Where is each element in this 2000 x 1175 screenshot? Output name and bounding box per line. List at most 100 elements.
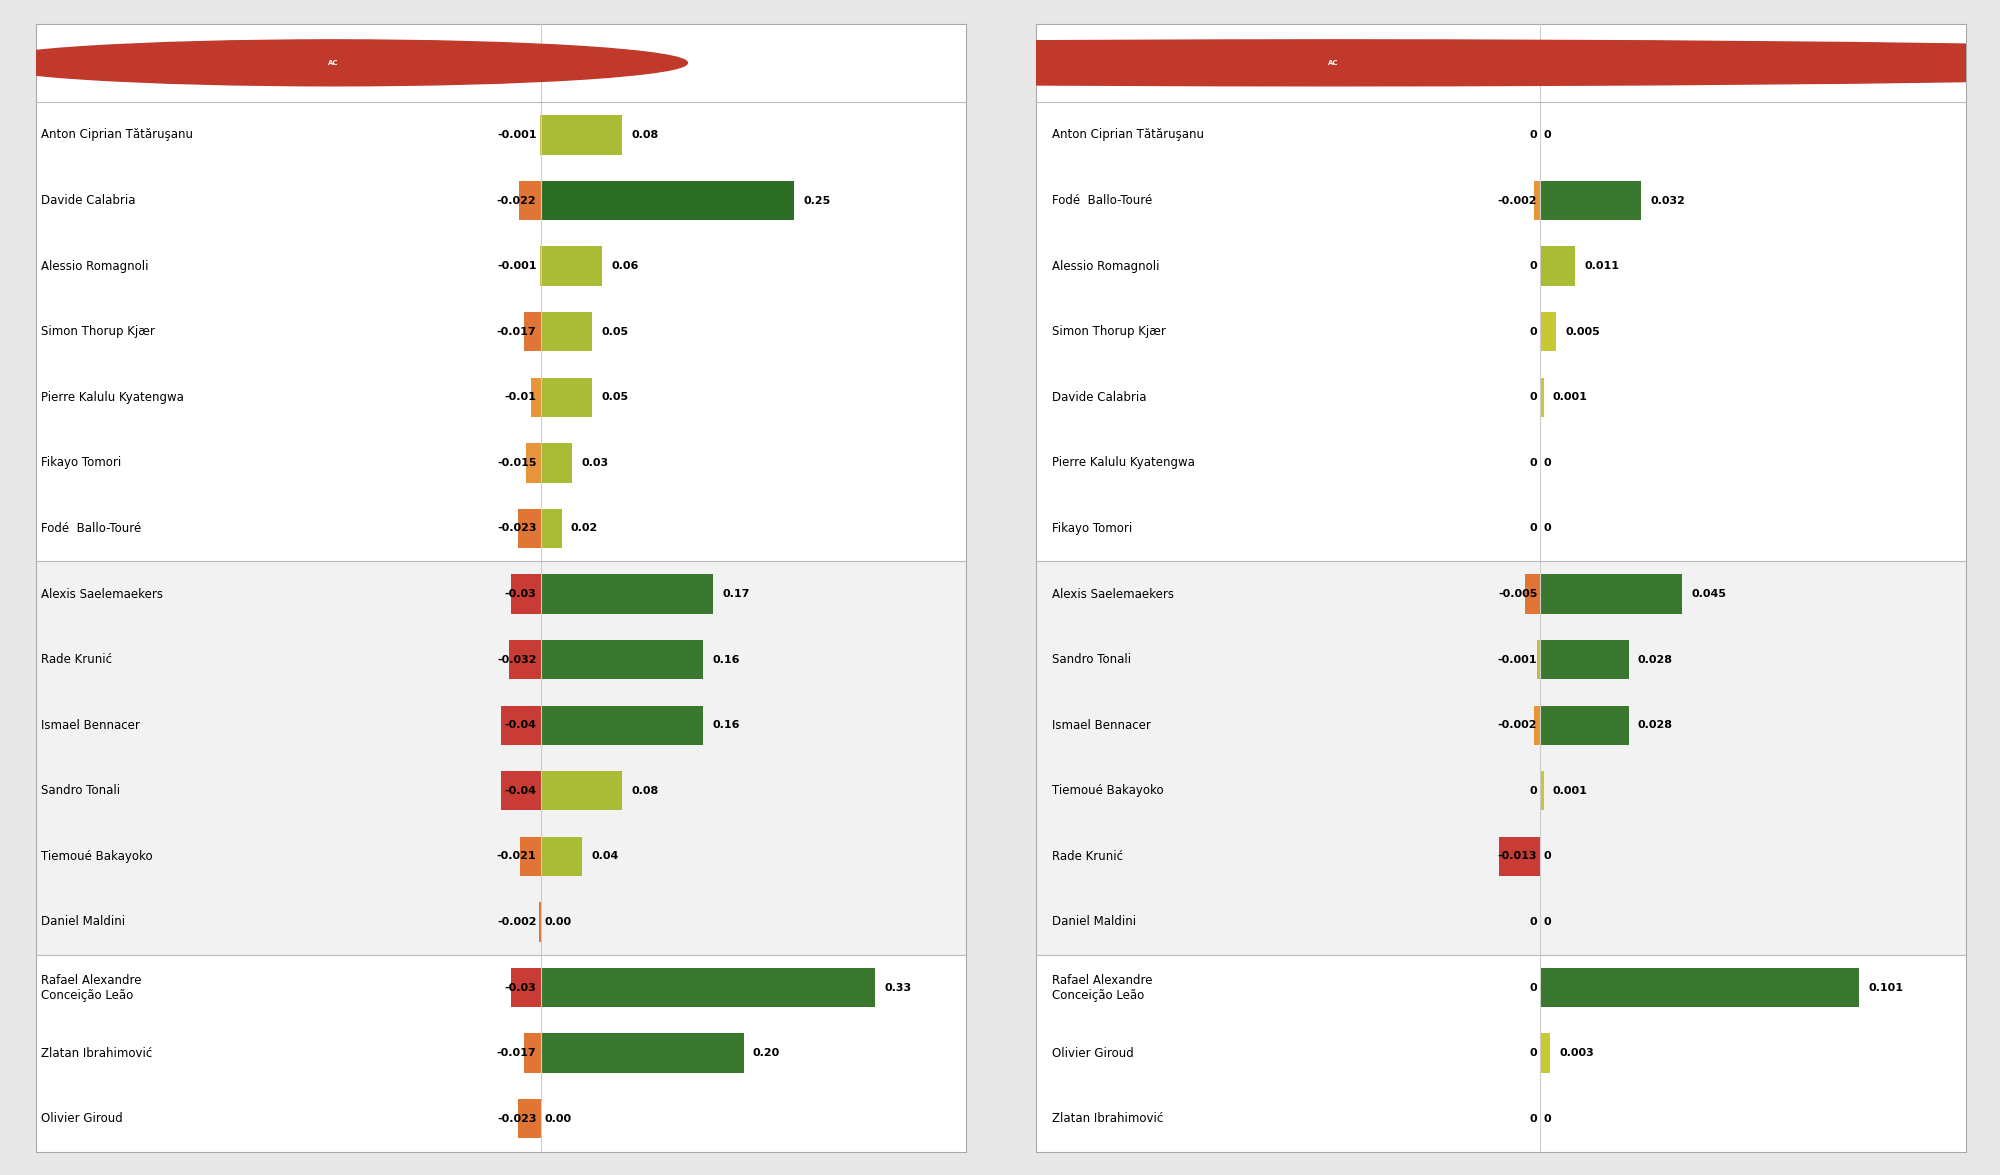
Bar: [542, 247, 602, 286]
Bar: [1534, 181, 1540, 220]
Text: -0.017: -0.017: [496, 327, 536, 337]
Text: AC: AC: [1328, 60, 1338, 66]
Bar: [1540, 1034, 1550, 1073]
Bar: [1540, 705, 1628, 745]
Bar: [542, 837, 582, 877]
Bar: [1500, 837, 1540, 877]
Text: Alessio Romagnoli: Alessio Romagnoli: [42, 260, 148, 273]
Text: Davide Calabria: Davide Calabria: [1052, 391, 1146, 404]
Text: Fikayo Tomori: Fikayo Tomori: [1052, 522, 1132, 535]
Text: 0: 0: [1530, 524, 1538, 533]
Text: -0.022: -0.022: [496, 195, 536, 206]
Bar: [1538, 640, 1540, 679]
Text: -0.023: -0.023: [496, 524, 536, 533]
Text: 0: 0: [1530, 458, 1538, 468]
Text: xT from Dribbles: xT from Dribbles: [1052, 53, 1234, 73]
Bar: [542, 115, 622, 155]
Bar: [542, 1034, 744, 1073]
Text: -0.002: -0.002: [1498, 195, 1538, 206]
Text: 0: 0: [1530, 130, 1538, 140]
Bar: [1540, 247, 1576, 286]
Text: Sandro Tonali: Sandro Tonali: [42, 784, 120, 798]
Bar: [542, 705, 704, 745]
Text: xT from Passes: xT from Passes: [42, 53, 208, 73]
Text: Fikayo Tomori: Fikayo Tomori: [42, 456, 122, 469]
Text: 0.00: 0.00: [544, 1114, 572, 1123]
Bar: [512, 575, 542, 613]
Text: 0.011: 0.011: [1584, 261, 1620, 271]
Text: Rade Krunić: Rade Krunić: [1052, 850, 1122, 862]
Text: Daniel Maldini: Daniel Maldini: [42, 915, 126, 928]
Text: -0.017: -0.017: [496, 1048, 536, 1059]
Text: Simon Thorup Kjær: Simon Thorup Kjær: [1052, 325, 1166, 338]
Text: -0.021: -0.021: [496, 852, 536, 861]
Text: -0.002: -0.002: [496, 916, 536, 927]
Text: 0.04: 0.04: [592, 852, 618, 861]
Text: 0.08: 0.08: [632, 130, 658, 140]
Bar: [542, 575, 714, 613]
Text: 0.16: 0.16: [712, 654, 740, 665]
Text: 0.06: 0.06: [612, 261, 638, 271]
Bar: [1540, 640, 1628, 679]
Bar: [524, 1034, 542, 1073]
Text: 0.16: 0.16: [712, 720, 740, 730]
Text: AC: AC: [328, 60, 338, 66]
Circle shape: [0, 40, 688, 86]
Text: Davide Calabria: Davide Calabria: [42, 194, 136, 207]
Text: 0.17: 0.17: [722, 589, 750, 599]
Text: -0.013: -0.013: [1498, 852, 1538, 861]
Text: -0.04: -0.04: [504, 720, 536, 730]
Text: 0.101: 0.101: [1868, 982, 1904, 993]
Bar: [518, 509, 542, 549]
Text: Alexis Saelemaekers: Alexis Saelemaekers: [1052, 588, 1174, 600]
Circle shape: [230, 40, 2000, 86]
Bar: [542, 771, 622, 811]
Text: Zlatan Ibrahimović: Zlatan Ibrahimović: [1052, 1113, 1164, 1126]
Text: 0: 0: [1530, 392, 1538, 402]
Text: Anton Ciprian Tătăruşanu: Anton Ciprian Tătăruşanu: [1052, 128, 1204, 141]
Text: Simon Thorup Kjær: Simon Thorup Kjær: [42, 325, 154, 338]
Text: 0.05: 0.05: [602, 392, 628, 402]
Text: Anton Ciprian Tătăruşanu: Anton Ciprian Tătăruşanu: [42, 128, 194, 141]
Text: Alexis Saelemaekers: Alexis Saelemaekers: [42, 588, 164, 600]
Bar: [542, 377, 592, 417]
Text: Tiemoué Bakayoko: Tiemoué Bakayoko: [42, 850, 152, 862]
Bar: [510, 640, 542, 679]
Bar: [542, 313, 592, 351]
Text: Daniel Maldini: Daniel Maldini: [1052, 915, 1136, 928]
Text: 0: 0: [1530, 786, 1538, 795]
Text: 0: 0: [1544, 524, 1552, 533]
Bar: [1036, 24, 1966, 102]
Bar: [1036, 102, 1966, 562]
Text: 0: 0: [1544, 130, 1552, 140]
Bar: [1534, 705, 1540, 745]
Text: 0.028: 0.028: [1638, 720, 1672, 730]
Text: 0: 0: [1544, 458, 1552, 468]
Bar: [524, 313, 542, 351]
Text: Zlatan Ibrahimović: Zlatan Ibrahimović: [42, 1047, 152, 1060]
Text: 0.33: 0.33: [884, 982, 912, 993]
Bar: [520, 181, 542, 220]
Bar: [542, 509, 562, 549]
Text: -0.032: -0.032: [496, 654, 536, 665]
Bar: [540, 902, 542, 941]
Text: Pierre Kalulu Kyatengwa: Pierre Kalulu Kyatengwa: [1052, 456, 1194, 469]
Text: 0.20: 0.20: [752, 1048, 780, 1059]
Bar: [542, 443, 572, 483]
Bar: [36, 102, 966, 562]
Bar: [542, 968, 876, 1007]
Text: 0: 0: [1530, 1048, 1538, 1059]
Bar: [1540, 771, 1544, 811]
Bar: [36, 955, 966, 1152]
Text: 0.08: 0.08: [632, 786, 658, 795]
Bar: [36, 24, 966, 102]
Text: -0.001: -0.001: [496, 130, 536, 140]
Text: 0.25: 0.25: [804, 195, 830, 206]
Text: 0: 0: [1530, 982, 1538, 993]
Text: 0.032: 0.032: [1650, 195, 1686, 206]
Bar: [1540, 968, 1858, 1007]
Bar: [1036, 955, 1966, 1152]
Text: -0.001: -0.001: [1498, 654, 1538, 665]
Text: Alessio Romagnoli: Alessio Romagnoli: [1052, 260, 1160, 273]
Bar: [512, 968, 542, 1007]
